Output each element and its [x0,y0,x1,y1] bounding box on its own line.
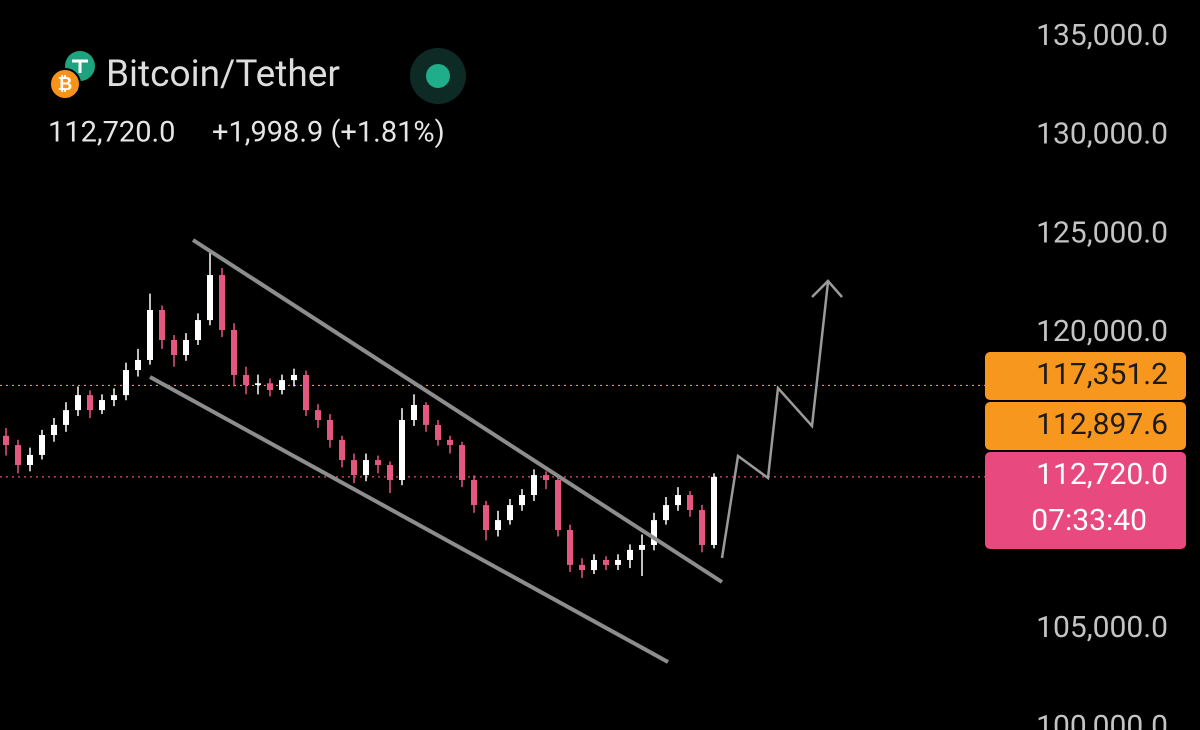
candle-body [543,475,549,481]
symbol: Bitcoin/Tether [106,53,340,96]
candle-body [219,275,225,330]
candle-body [447,439,453,446]
candle-body [363,460,369,476]
channel-lower [149,375,669,664]
candle-body [591,559,597,571]
btc-icon [49,68,81,100]
candle-body [327,419,333,440]
candle-body [207,275,213,321]
candle-body [639,544,645,550]
candle-body [519,495,525,506]
candle-body [243,374,249,386]
candle-body [99,400,105,411]
y-axis: 100,000.0 105,000.0 120,000.0 125,000.0 130,… [1036,18,1168,730]
candle-body [39,434,45,455]
price-badge [985,352,1186,400]
candle-body [315,410,321,420]
candle-body [63,410,69,425]
candle-body [687,495,693,511]
candle-body [3,435,9,446]
header: ₿ Bitcoin/Tether 112,720.0 +1,998.9 (+1.… [48,48,466,150]
y-tick-label: 100,000.0 [1036,709,1168,730]
candle-body [15,445,21,466]
candle-body [231,329,237,375]
candle-body [699,510,705,545]
candle-body [627,549,633,560]
candle-body [75,395,81,411]
price-lines [0,384,985,478]
candle-body [51,424,57,435]
y-tick-label: 130,000.0 [1036,117,1168,152]
candle-body [195,320,201,341]
candle-body [411,404,417,420]
candle-body [27,454,33,466]
price-badge [985,452,1186,549]
y-tick-label: 120,000.0 [1036,314,1168,349]
candles [3,250,717,578]
price-badge-label: 112,897.6 [1036,407,1168,442]
candle-body [111,395,117,401]
candle-body [459,445,465,481]
candle-body [567,529,573,565]
y-tick-label: 125,000.0 [1036,215,1168,250]
candle-body [387,465,393,481]
status-dot [426,64,450,88]
candle-body [435,424,441,440]
arrow-head [811,279,843,298]
candle-body [711,476,717,545]
candle-body [267,383,273,390]
price-badge-label: 117,351.2 [1036,357,1168,392]
candle-body [375,460,381,466]
candle-body [255,383,261,386]
candle-body [579,564,585,571]
tether-glyph [72,59,88,73]
candle-body [555,480,561,530]
candle-body [603,559,609,565]
price-badge [985,402,1186,450]
y-tick-label: 135,000.0 [1036,18,1168,53]
price-badge-label: 112,720.0 [1036,457,1168,492]
candle-body [183,340,189,356]
candle-body [123,370,129,396]
candle-body [495,520,501,530]
candle-body [675,495,681,506]
candle-body [531,475,537,496]
candle-body [339,439,345,461]
channel-upper [191,238,724,584]
candle-body [651,520,657,545]
candle-body [147,310,153,360]
candle-body [171,340,177,356]
candle-body [159,310,165,341]
projection-arrow [720,281,830,559]
candle-body [399,419,405,481]
btc-glyph: ₿ [58,74,73,95]
candle-body [87,395,93,411]
candle-body [615,559,621,565]
candle-body [423,404,429,425]
candle-body [507,505,513,521]
candle-body [471,480,477,506]
price-badges: 117,351.2 112,897.6 112,720.0 07:33:40 [985,352,1186,549]
candle-body [483,505,489,530]
change: +1,998.9 (+1.81%) [212,116,445,150]
candle-body [663,505,669,521]
candle-body [351,460,357,476]
candle-body [279,380,285,390]
countdown: 07:33:40 [1031,503,1147,538]
candle-body [303,374,309,411]
candle-body [291,374,297,381]
candle-body [135,359,141,371]
y-tick-label: 105,000.0 [1036,610,1168,645]
price: 112,720.0 [48,116,175,150]
